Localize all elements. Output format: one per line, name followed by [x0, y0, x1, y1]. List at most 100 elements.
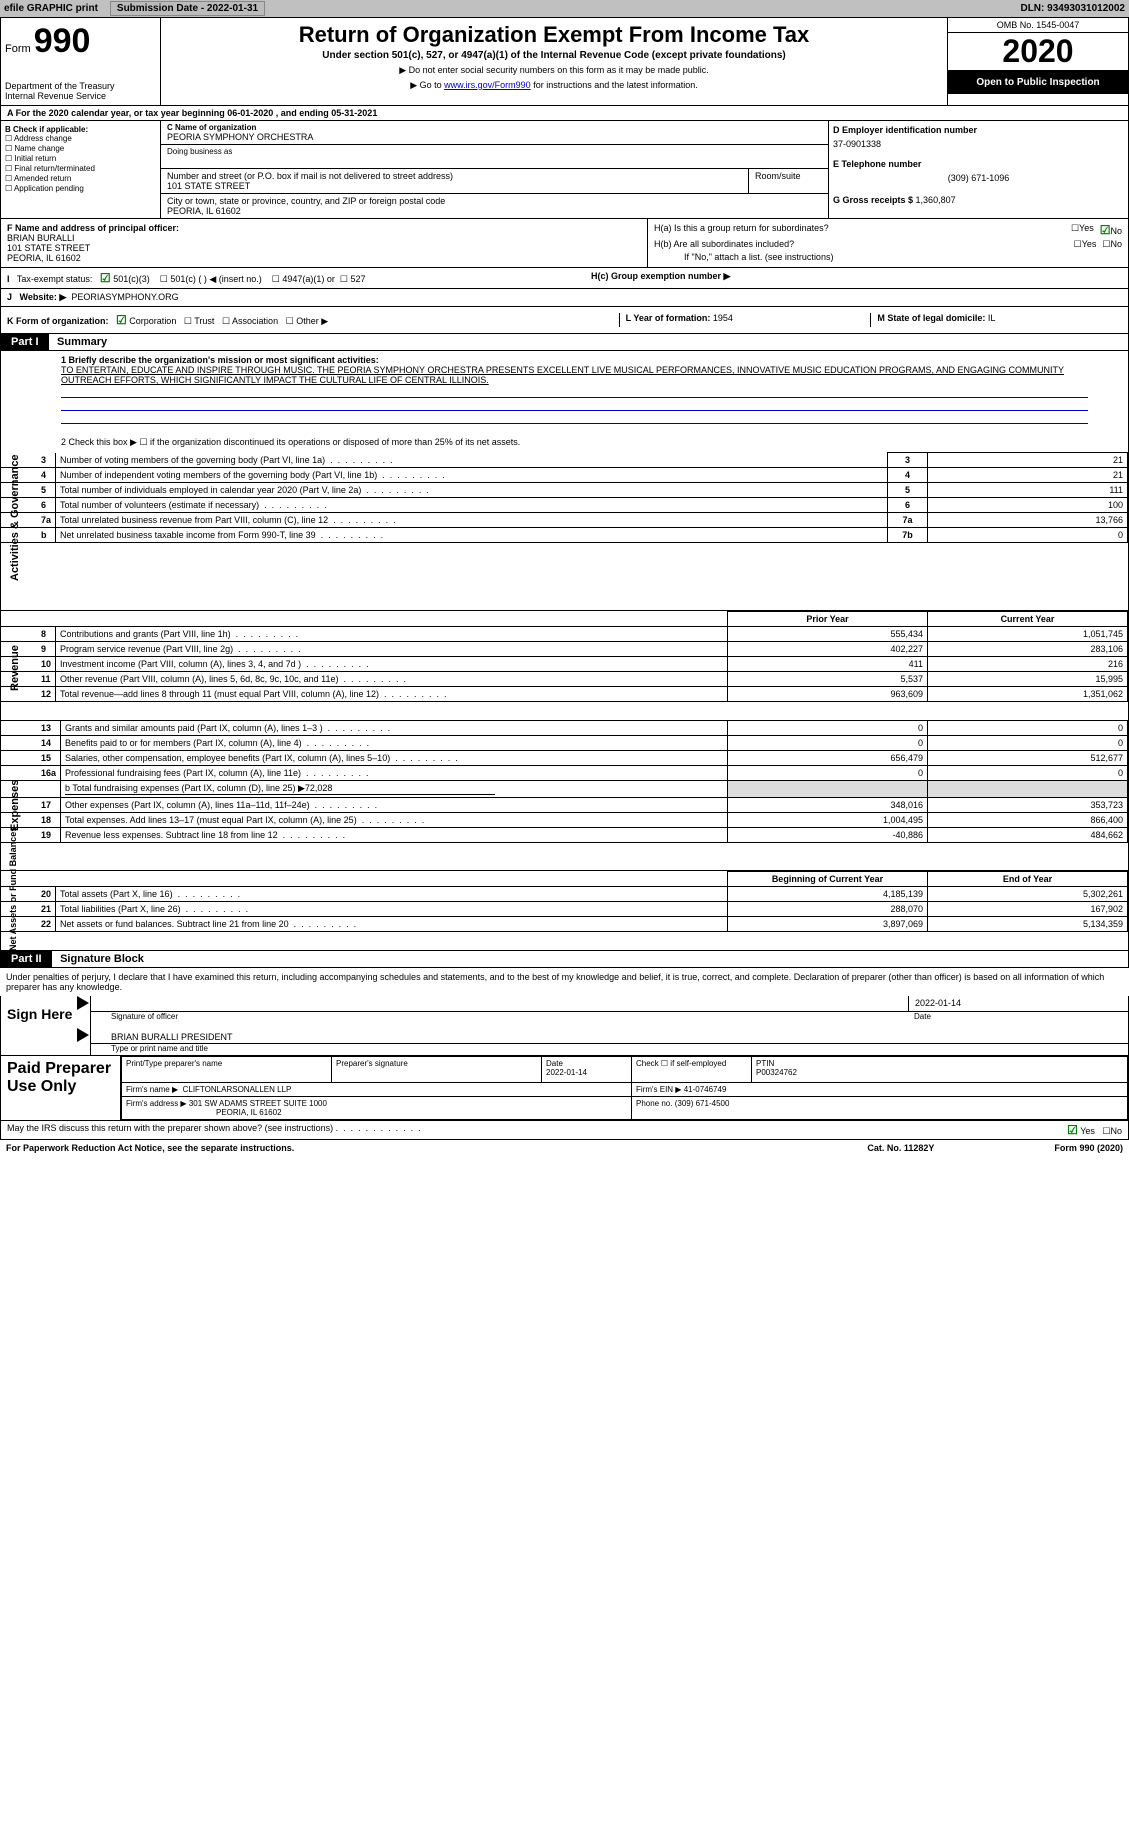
table-row: 9Program service revenue (Part VIII, lin… — [1, 642, 1128, 657]
net-assets-table: Beginning of Current YearEnd of Year20To… — [1, 871, 1128, 932]
firm-addr1: 301 SW ADAMS STREET SUITE 1000 — [189, 1099, 327, 1108]
chk-final-return[interactable]: ☐ Final return/terminated — [5, 164, 156, 173]
hb-note: If "No," attach a list. (see instruction… — [654, 252, 1122, 262]
table-row: 22Net assets or fund balances. Subtract … — [1, 917, 1128, 932]
box-c-dba: Doing business as — [161, 145, 828, 169]
omb-number: OMB No. 1545-0047 — [948, 18, 1128, 33]
table-row: 3Number of voting members of the governi… — [1, 453, 1128, 468]
perjury-declaration: Under penalties of perjury, I declare th… — [0, 968, 1129, 996]
firm-ein: 41-0746749 — [684, 1085, 727, 1094]
vert-activities-governance: Activities & Governance — [9, 454, 21, 581]
box-c-city: City or town, state or province, country… — [161, 194, 828, 218]
box-f: F Name and address of principal officer:… — [1, 219, 648, 267]
street-address: 101 STATE STREET — [167, 181, 742, 191]
ha-label: H(a) Is this a group return for subordin… — [654, 223, 1071, 233]
firm-addr2: PEORIA, IL 61602 — [126, 1108, 282, 1117]
firm-name: CLIFTONLARSONALLEN LLP — [183, 1085, 292, 1094]
prep-date-val: 2022-01-14 — [546, 1068, 587, 1077]
form-subtitle-1: Under section 501(c), 527, or 4947(a)(1)… — [165, 50, 943, 61]
irs-form990-link[interactable]: www.irs.gov/Form990 — [444, 80, 531, 90]
table-row: 17Other expenses (Part IX, column (A), l… — [1, 798, 1128, 813]
pra-notice: For Paperwork Reduction Act Notice, see … — [6, 1143, 294, 1153]
cat-no: Cat. No. 11282Y — [867, 1143, 934, 1153]
table-row: 16aProfessional fundraising fees (Part I… — [1, 766, 1128, 781]
gross-receipts: G Gross receipts $ 1,360,807 — [833, 195, 1124, 205]
efile-topbar: efile GRAPHIC print Submission Date - 20… — [0, 0, 1129, 18]
chk-trust[interactable]: ☐ — [184, 316, 192, 326]
table-row: 4Number of independent voting members of… — [1, 468, 1128, 483]
go-to-suffix: for instructions and the latest informat… — [531, 80, 698, 90]
table-row: 19Revenue less expenses. Subtract line 1… — [1, 828, 1128, 843]
chk-other[interactable]: ☐ — [286, 316, 294, 326]
form-title: Return of Organization Exempt From Incom… — [165, 22, 943, 48]
part-1-header-row: Part I Summary — [1, 334, 1128, 350]
go-to-prefix: ▶ Go to — [410, 80, 444, 90]
paid-preparer-label: Paid Preparer Use Only — [1, 1056, 121, 1120]
room-suite-label: Room/suite — [755, 171, 822, 181]
line-1-label: 1 Briefly describe the organization's mi… — [61, 355, 1088, 365]
title-block: Return of Organization Exempt From Incom… — [161, 18, 948, 105]
officer-name-title: BRIAN BURALLI PRESIDENT — [111, 1032, 233, 1042]
ein-label: D Employer identification number — [833, 125, 1124, 135]
row-i: I Tax-exempt status: ☑ 501(c)(3) ☐ 501(c… — [7, 271, 591, 285]
discuss-yes[interactable]: ☑ — [1067, 1123, 1078, 1137]
vert-revenue: Revenue — [9, 645, 21, 691]
year-block: OMB No. 1545-0047 2020 Open to Public In… — [948, 18, 1128, 105]
table-row: 7aTotal unrelated business revenue from … — [1, 513, 1128, 528]
website-line: ▶ Go to www.irs.gov/Form990 for instruct… — [165, 80, 943, 91]
table-row: 18Total expenses. Add lines 13–17 (must … — [1, 813, 1128, 828]
table-row: 6Total number of volunteers (estimate if… — [1, 498, 1128, 513]
box-b: B Check if applicable: ☐ Address change … — [1, 121, 161, 218]
arrow-icon — [77, 996, 89, 1010]
chk-501c[interactable]: ☐ — [160, 274, 168, 284]
hb-label: H(b) Are all subordinates included? — [654, 239, 1074, 249]
chk-4947[interactable]: ☐ — [272, 274, 280, 284]
officer-addr1: 101 STATE STREET — [7, 243, 641, 253]
efile-label: efile GRAPHIC print — [4, 3, 98, 14]
row-k: K Form of organization: ☑ Corporation ☐ … — [7, 313, 619, 327]
table-row: b Total fundraising expenses (Part IX, c… — [1, 781, 1128, 798]
box-c-address: Number and street (or P.O. box if mail i… — [161, 169, 828, 194]
part-2-header-row: Part II Signature Block — [1, 951, 1128, 967]
form-footer: Form 990 (2020) — [1054, 1143, 1123, 1153]
chk-501c3[interactable]: ☑ — [100, 271, 111, 285]
hb-no[interactable]: ☐No — [1102, 239, 1122, 250]
table-row: 8Contributions and grants (Part VIII, li… — [1, 627, 1128, 642]
preparer-table: Print/Type preparer's name Preparer's si… — [121, 1056, 1128, 1120]
sign-date: 2022-01-14 — [908, 996, 1128, 1012]
table-row: 15Salaries, other compensation, employee… — [1, 751, 1128, 766]
sig-officer-lbl: Signature of officer — [91, 1012, 908, 1022]
chk-association[interactable]: ☐ — [222, 316, 230, 326]
ssn-warning: ▶ Do not enter social security numbers o… — [165, 65, 943, 76]
part-2-badge: Part II — [1, 951, 52, 967]
line-2: 2 Check this box ▶ ☐ if the organization… — [61, 437, 1088, 448]
open-to-public-badge: Open to Public Inspection — [948, 71, 1128, 94]
ha-yes[interactable]: ☐Yes — [1071, 223, 1094, 234]
row-m: M State of legal domicile: IL — [870, 313, 1122, 327]
part-1-title: Summary — [51, 334, 113, 350]
submission-date-badge: Submission Date - 2022-01-31 — [110, 1, 265, 16]
table-row: 12Total revenue—add lines 8 through 11 (… — [1, 687, 1128, 702]
ha-no[interactable]: ☑No — [1100, 223, 1122, 237]
ptin-value: P00324762 — [756, 1068, 797, 1077]
hb-yes[interactable]: ☐Yes — [1074, 239, 1097, 250]
ein-value: 37-0901338 — [833, 139, 1124, 149]
table-row: 10Investment income (Part VIII, column (… — [1, 657, 1128, 672]
irs-label: Internal Revenue Service — [5, 91, 156, 101]
chk-address-change[interactable]: ☐ Address change — [5, 134, 156, 143]
table-header-row: Beginning of Current YearEnd of Year — [1, 872, 1128, 887]
table-row: 14Benefits paid to or for members (Part … — [1, 736, 1128, 751]
chk-amended-return[interactable]: ☐ Amended return — [5, 174, 156, 183]
chk-name-change[interactable]: ☐ Name change — [5, 144, 156, 153]
chk-initial-return[interactable]: ☐ Initial return — [5, 154, 156, 163]
chk-application-pending[interactable]: ☐ Application pending — [5, 184, 156, 193]
revenue-table: Prior YearCurrent Year8Contributions and… — [1, 611, 1128, 702]
officer-addr2: PEORIA, IL 61602 — [7, 253, 641, 263]
chk-527[interactable]: ☐ — [340, 274, 348, 284]
firm-phone: (309) 671-4500 — [675, 1099, 730, 1108]
box-c-name: C Name of organization PEORIA SYMPHONY O… — [161, 121, 828, 145]
part-1-badge: Part I — [1, 334, 49, 350]
ruled-line — [61, 399, 1088, 411]
chk-corporation[interactable]: ☑ — [116, 313, 127, 327]
row-j: J Website: ▶ PEORIASYMPHONY.ORG — [7, 292, 1122, 303]
